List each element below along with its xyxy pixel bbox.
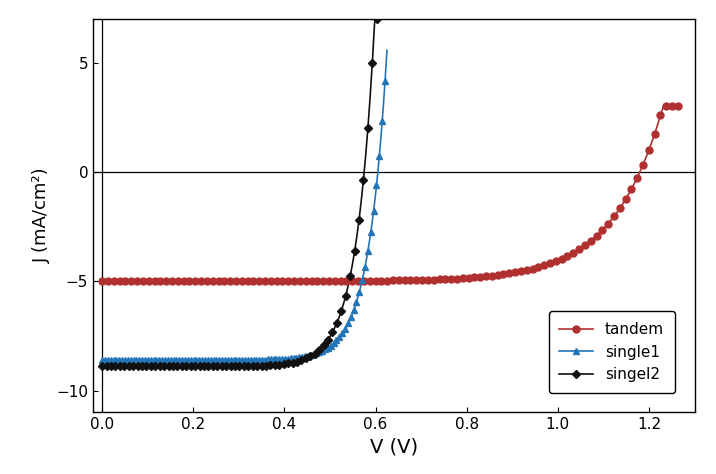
tandem (98, 278, 107, 284)
tandem (441, 276, 450, 282)
tandem (395, 278, 403, 283)
singel2 (98, 364, 107, 369)
singel2 (235, 364, 243, 369)
tandem (662, 103, 671, 109)
singel2 (289, 360, 297, 365)
singel2 (173, 364, 182, 369)
singel2 (368, 60, 377, 65)
single1 (243, 357, 252, 363)
single1 (153, 357, 161, 363)
Y-axis label: J (mA/cm²): J (mA/cm²) (33, 168, 51, 264)
Line: singel2: singel2 (100, 16, 379, 369)
single1 (367, 229, 375, 235)
tandem (627, 186, 636, 192)
tandem (644, 147, 653, 153)
Line: single1: single1 (99, 78, 388, 363)
single1 (358, 277, 367, 283)
single1 (266, 356, 275, 362)
tandem (232, 278, 241, 284)
X-axis label: V (V): V (V) (369, 438, 418, 457)
singel2 (182, 364, 190, 369)
singel2 (372, 16, 381, 22)
Legend: tandem, single1, singel2: tandem, single1, singel2 (548, 311, 675, 393)
Line: tandem: tandem (99, 103, 682, 285)
single1 (381, 78, 390, 84)
single1 (98, 357, 107, 363)
tandem (208, 278, 217, 284)
single1 (164, 357, 173, 363)
tandem (674, 103, 682, 109)
singel2 (226, 364, 235, 369)
